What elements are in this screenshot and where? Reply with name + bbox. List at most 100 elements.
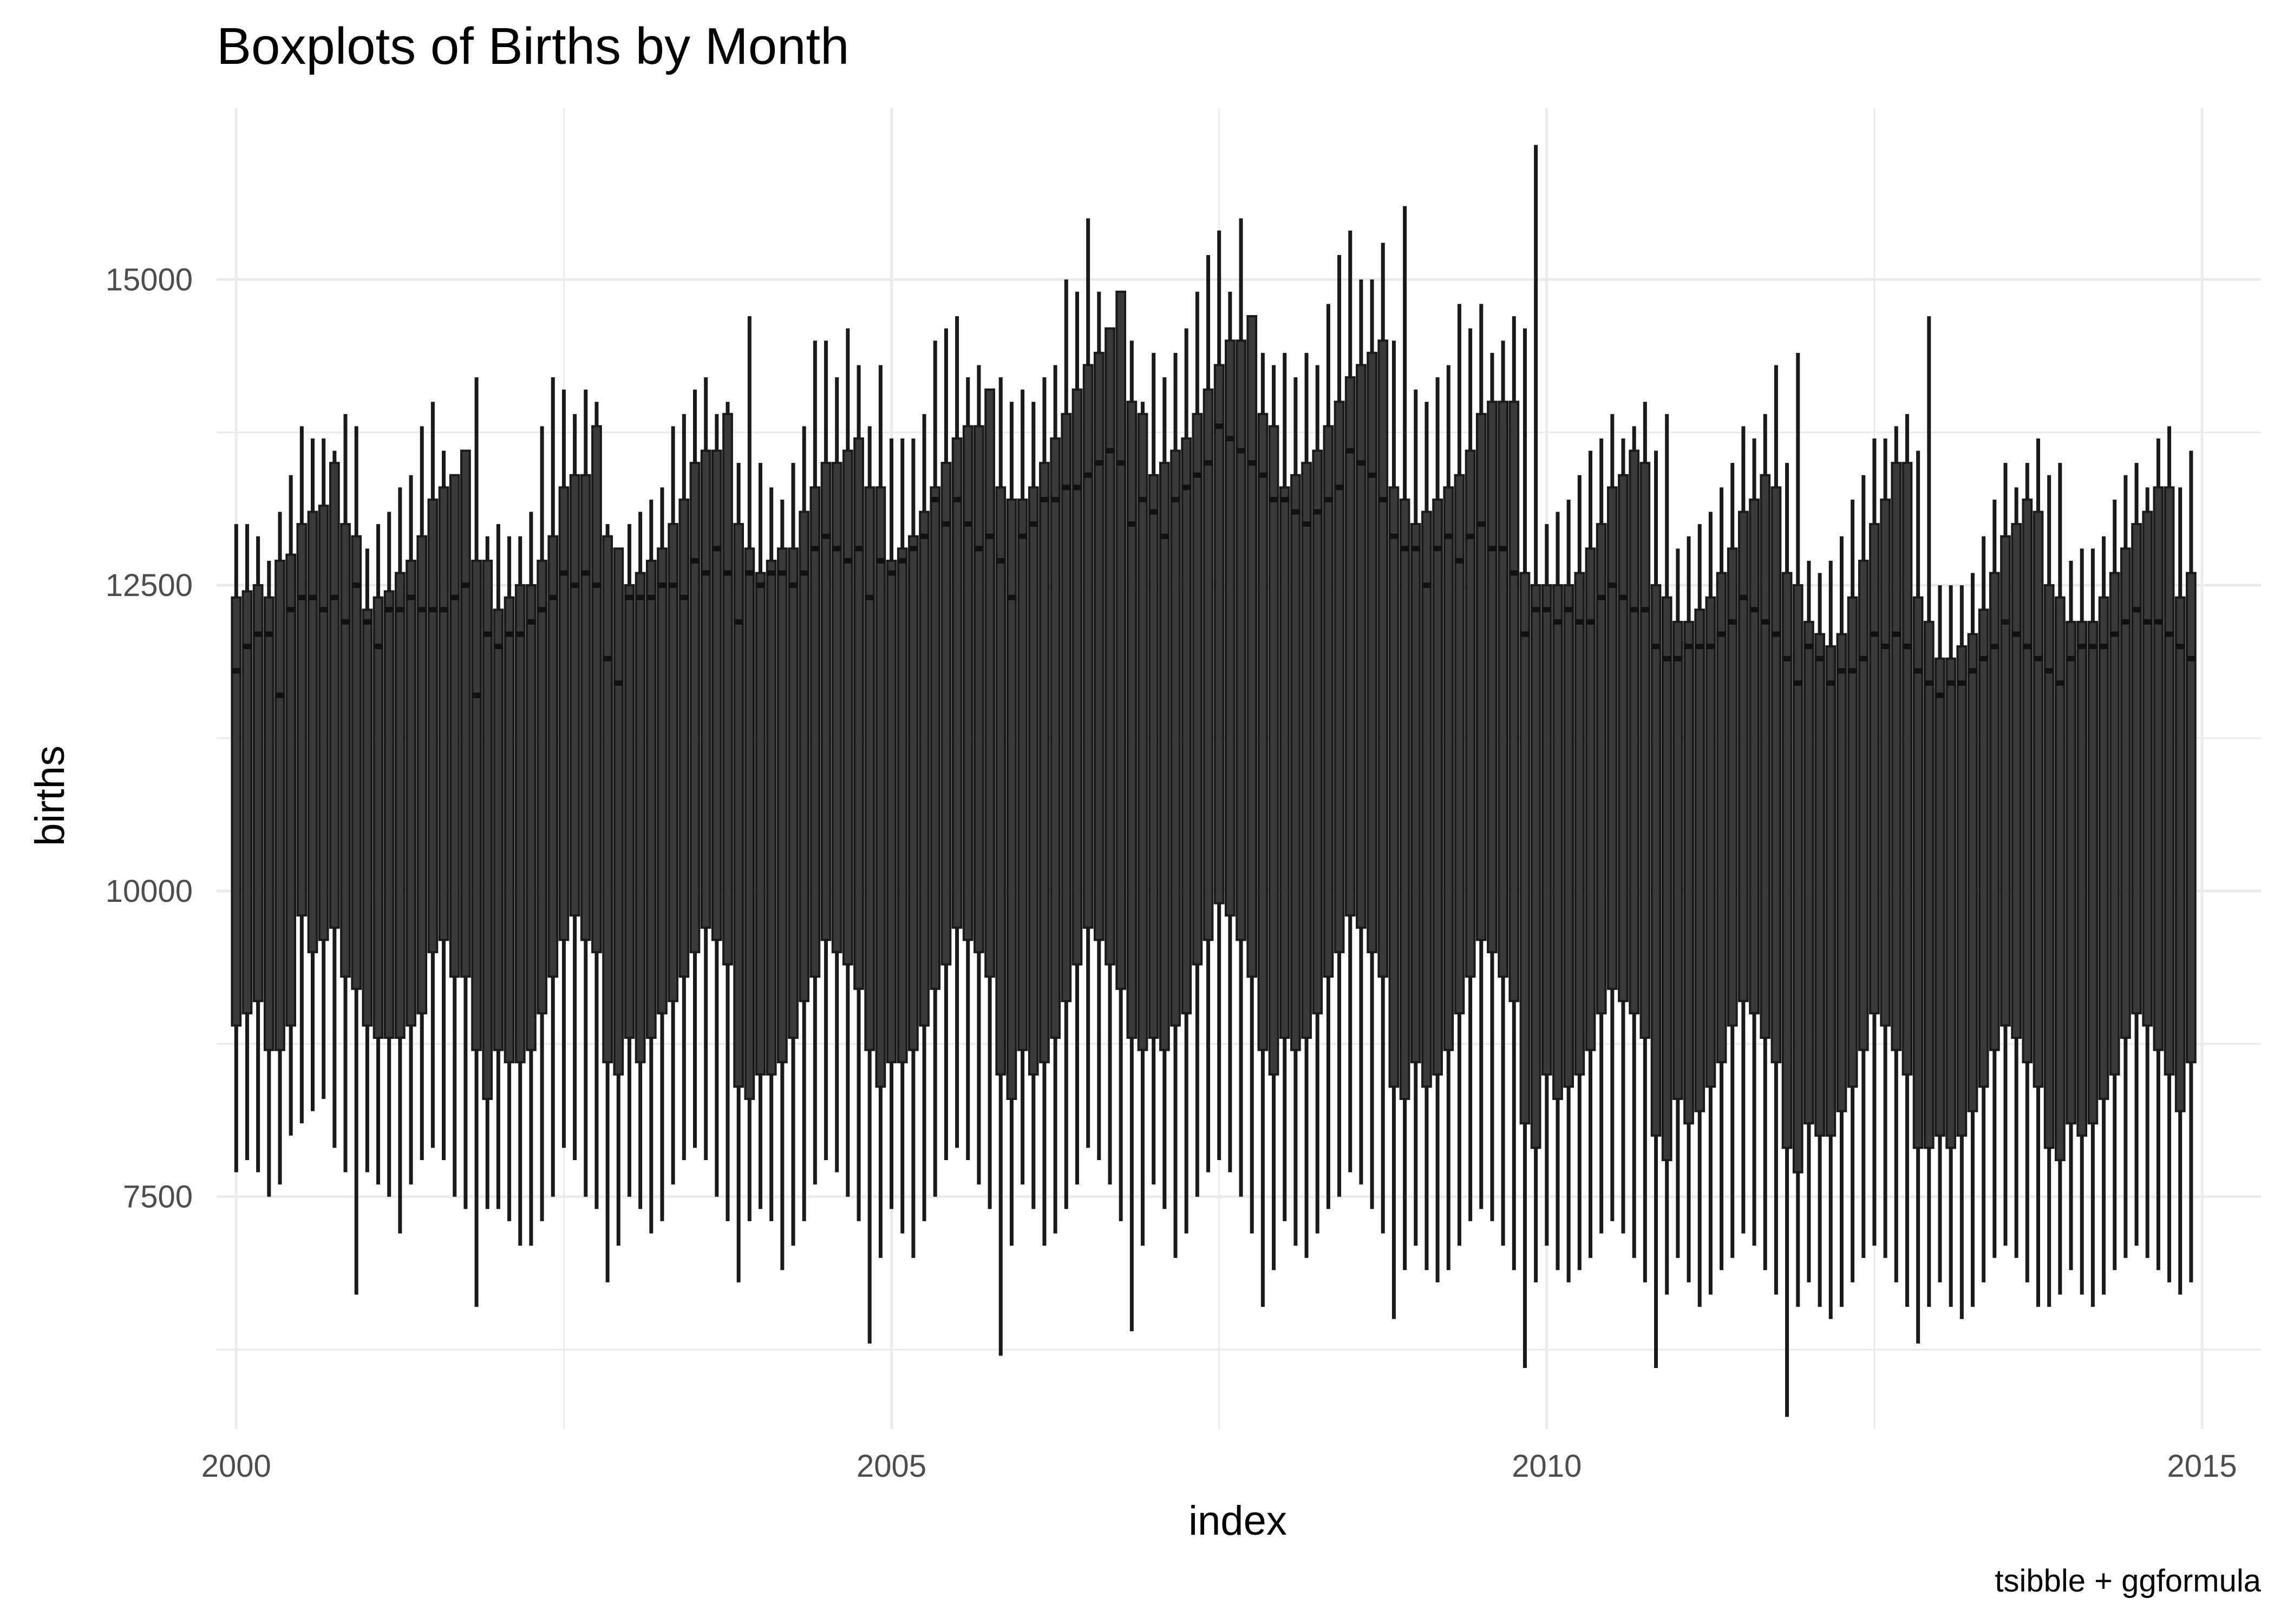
boxplot-box	[1770, 486, 1782, 1064]
month-boxplot	[984, 388, 995, 1209]
month-boxplot	[1279, 352, 1290, 1221]
boxplot-box	[427, 498, 439, 953]
boxplot-box	[1224, 339, 1236, 917]
month-boxplot	[1356, 279, 1367, 1185]
boxplot-box	[307, 510, 318, 953]
month-boxplot	[2066, 560, 2076, 1271]
boxplot-box	[1847, 596, 1858, 1088]
month-boxplot	[1683, 536, 1694, 1282]
boxplot-box	[1432, 498, 1443, 1076]
month-boxplot	[1344, 230, 1356, 1173]
boxplot-box	[1323, 425, 1334, 978]
chart-caption: tsibble + ggformula	[1995, 1563, 2261, 1599]
month-boxplot	[2011, 487, 2022, 1258]
boxplot-box	[1356, 364, 1367, 929]
boxplot-box	[602, 535, 613, 1064]
y-axis-title: births	[27, 745, 73, 846]
month-boxplot	[1192, 291, 1203, 1197]
month-boxplot	[2022, 463, 2033, 1282]
boxplot-box	[1792, 584, 1803, 1174]
x-tick-label: 2010	[1512, 1449, 1582, 1484]
boxplot-box	[908, 535, 919, 1051]
month-boxplot	[1760, 414, 1771, 1271]
boxplot-box	[919, 510, 930, 1027]
month-boxplot	[940, 328, 952, 1160]
month-boxplot	[776, 499, 788, 1271]
month-boxplot	[275, 512, 285, 1185]
month-boxplot	[1465, 328, 1476, 1221]
boxplot-box	[1290, 474, 1301, 1051]
month-boxplot	[1082, 218, 1094, 1148]
month-boxplot	[460, 449, 471, 1209]
boxplot-box	[1421, 510, 1432, 1088]
boxplot-box	[569, 474, 580, 917]
boxplot-box	[471, 559, 482, 1051]
boxplot-box	[1781, 572, 1793, 1149]
boxplot-box	[558, 486, 570, 941]
month-boxplot	[383, 512, 395, 1197]
boxplot-box	[318, 505, 329, 941]
boxplot-box	[613, 547, 624, 1076]
month-boxplot	[1006, 402, 1017, 1246]
month-boxplot	[547, 377, 559, 1197]
boxplot-box	[1563, 584, 1574, 1088]
boxplot-box	[1115, 290, 1127, 990]
month-boxplot	[1050, 365, 1061, 1234]
month-boxplot	[1115, 290, 1127, 1221]
month-boxplot	[799, 426, 810, 1221]
month-boxplot	[1541, 524, 1552, 1246]
month-boxplot	[1028, 402, 1039, 1209]
boxplot-box	[1650, 584, 1662, 1137]
boxplot-box	[1236, 339, 1246, 941]
month-boxplot	[318, 438, 329, 1099]
boxplot-box	[2142, 510, 2153, 1027]
boxplot-box	[886, 559, 897, 1064]
month-boxplot	[1312, 365, 1323, 1234]
month-boxplot	[1203, 255, 1214, 1173]
boxplot-box	[1181, 437, 1192, 1014]
boxplot-box	[1279, 486, 1290, 1039]
boxplot-box	[1912, 596, 1924, 1149]
month-boxplot	[1377, 243, 1389, 1234]
month-boxplot	[362, 548, 373, 1173]
boxplot-box	[2087, 620, 2099, 1125]
month-boxplot	[526, 512, 537, 1246]
boxplot-box	[1825, 645, 1837, 1137]
month-boxplot	[1738, 426, 1749, 1234]
month-boxplot	[1334, 255, 1345, 1197]
month-boxplot	[668, 426, 679, 1185]
month-boxplot	[897, 438, 908, 1234]
boxplot-box	[1498, 401, 1509, 978]
month-boxplot	[766, 487, 777, 1221]
month-boxplot	[1901, 414, 1913, 1307]
boxplot-box	[744, 547, 755, 1100]
month-boxplot	[1443, 365, 1454, 1271]
x-tick-label: 2015	[2167, 1449, 2237, 1484]
y-tick-label: 10000	[106, 874, 193, 909]
boxplot-box	[1082, 364, 1094, 929]
boxplot-box	[624, 584, 635, 1039]
boxplot-box	[406, 559, 416, 1027]
month-boxplot	[569, 414, 580, 1160]
boxplot-box	[493, 608, 504, 1051]
boxplot-box	[2054, 596, 2066, 1161]
boxplot-box	[962, 425, 973, 941]
month-boxplot	[1618, 438, 1629, 1234]
boxplot-box	[1126, 401, 1138, 1039]
boxplot-box	[1399, 498, 1410, 1100]
boxplot-box	[1039, 462, 1050, 1064]
boxplot-box	[940, 462, 952, 966]
month-boxplot	[809, 340, 821, 1185]
boxplot-box	[1672, 620, 1683, 1100]
boxplot-box	[449, 474, 460, 978]
y-tick-label: 7500	[123, 1180, 193, 1215]
boxplot-box	[1869, 523, 1880, 1014]
boxplot-box	[1683, 620, 1694, 1125]
month-boxplot	[2131, 463, 2142, 1246]
boxplot-box	[1334, 401, 1345, 953]
month-boxplot	[1858, 475, 1869, 1258]
month-boxplot	[755, 463, 766, 1209]
boxplot-box	[1312, 449, 1323, 1014]
boxplot-box	[788, 547, 799, 1039]
boxplot-box	[2120, 547, 2131, 1039]
